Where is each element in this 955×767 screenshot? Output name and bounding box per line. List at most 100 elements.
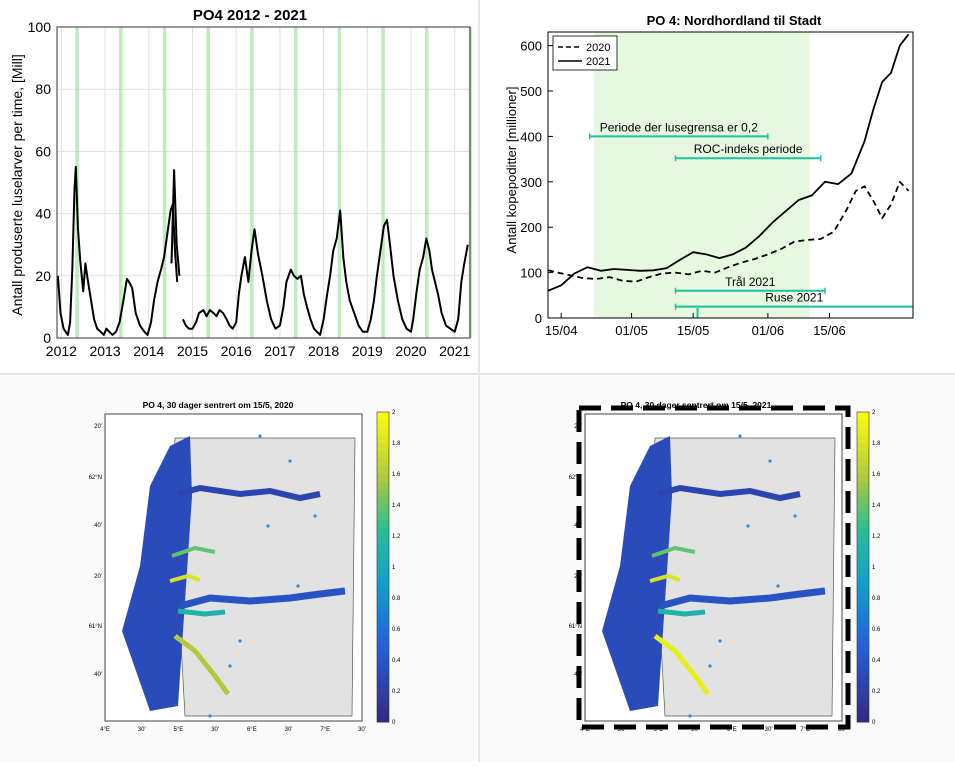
station-dot: [746, 524, 750, 528]
colorbar-segment: [377, 613, 389, 622]
plot-frame: [547, 31, 914, 319]
colorbar-segment: [377, 667, 389, 676]
colorbar-segment: [857, 458, 869, 467]
fjord-sogne-mouth: [177, 608, 226, 617]
lat-label: 61°N: [89, 624, 102, 630]
lat-label: 61°N: [569, 624, 582, 630]
y-axis-label: Antall kopepoditter [millioner]: [504, 87, 519, 254]
y-tick-label: 100: [520, 266, 542, 281]
lat-label: 40': [574, 672, 582, 678]
lon-label: 7°E: [800, 727, 810, 733]
colorbar-segment: [377, 512, 389, 521]
y-tick-label: 60: [35, 143, 51, 159]
colorbar-segment: [857, 629, 869, 638]
colorbar-segment: [377, 598, 389, 607]
colorbar-segment: [857, 598, 869, 607]
panel-divider-horizontal: [0, 373, 955, 375]
colorbar-segment: [377, 660, 389, 669]
colorbar-tick-label: 0.6: [872, 627, 881, 633]
colorbar-segment: [377, 551, 389, 560]
colorbar-tick-label: 0.8: [392, 596, 401, 602]
colorbar-segment: [377, 520, 389, 529]
series-line-PO4b: [170, 169, 181, 276]
station-dot: [288, 459, 292, 463]
colorbar-segment: [377, 427, 389, 436]
lat-label: 40': [574, 523, 582, 529]
x-tick-label: 01/05: [615, 323, 648, 338]
colorbar-segment: [377, 412, 389, 421]
fjord-yellow: [649, 573, 681, 583]
colorbar-segment: [857, 419, 869, 428]
colorbar-tick-label: 0.6: [392, 627, 401, 633]
colorbar-tick-label: 0.4: [392, 658, 401, 664]
colorbar-segment: [377, 644, 389, 653]
y-axis-label: Antall produserte luselarver per time, […: [9, 54, 25, 315]
x-tick-label: 15/06: [813, 323, 846, 338]
colorbar-tick-label: 0.4: [872, 658, 881, 664]
colorbar-segment: [377, 636, 389, 645]
lon-label: 4°E: [100, 727, 110, 733]
station-dot: [688, 714, 692, 718]
colorbar-segment: [377, 528, 389, 537]
fjord-sogne-mouth: [657, 608, 706, 617]
green-period-band: [293, 27, 298, 338]
colorbar-segment: [857, 412, 869, 421]
x-tick-label: 2016: [221, 343, 252, 359]
fjord-sogne: [179, 587, 346, 610]
colorbar-segment: [857, 497, 869, 506]
series-line-PO4c: [181, 209, 469, 336]
colorbar-segment: [857, 714, 869, 723]
colorbar-tick-label: 2: [392, 410, 396, 416]
chart-nordhordland-svg: PO 4: Nordhordland til Stadt Antall kope…: [504, 13, 914, 338]
x-tick-label: 2021: [439, 343, 470, 359]
colorbar-segment: [377, 629, 389, 638]
colorbar-segment: [377, 450, 389, 459]
green-period-band: [119, 27, 123, 338]
colorbar-segment: [857, 590, 869, 599]
station-dot: [208, 714, 212, 718]
fjord-mid: [171, 545, 216, 558]
green-period-band: [424, 27, 429, 338]
colorbar-segment: [857, 543, 869, 552]
x-tick-label: 2019: [352, 343, 383, 359]
lon-label: 30': [285, 727, 293, 733]
map-panel-2020: PO 4, 30 dager sentrert om 15/5, 2020 20…: [0, 376, 477, 762]
x-tick-label: 2012: [46, 343, 77, 359]
map-2021-svg: PO 4, 30 dager sentrert om 15/5, 2021 20…: [569, 400, 881, 733]
y-tick-label: 300: [520, 175, 542, 190]
x-tick-label: 2015: [177, 343, 208, 359]
lat-label: 62°N: [89, 475, 102, 481]
colorbar-segment: [377, 419, 389, 428]
colorbar-segment: [377, 458, 389, 467]
coastal-sea-area: [122, 436, 192, 711]
green-period-band: [162, 27, 167, 338]
colorbar-segment: [857, 660, 869, 669]
x-tick-label: 2014: [133, 343, 164, 359]
colorbar-segment: [377, 543, 389, 552]
colorbar-segment: [857, 706, 869, 715]
colorbar-segment: [857, 636, 869, 645]
colorbar-segment: [857, 466, 869, 475]
colorbar-segment: [857, 574, 869, 583]
colorbar-segment: [857, 443, 869, 452]
colorbar-segment: [857, 559, 869, 568]
green-period-band: [381, 27, 385, 338]
map-2020-svg: PO 4, 30 dager sentrert om 15/5, 2020 20…: [89, 400, 401, 733]
colorbar-segment: [377, 466, 389, 475]
land-area: [171, 437, 356, 717]
colorbar-segment: [377, 567, 389, 576]
colorbar-segment: [377, 652, 389, 661]
station-dot: [718, 639, 722, 643]
colorbar-tick-label: 1.6: [392, 472, 401, 478]
colorbar-segment: [377, 675, 389, 684]
green-period-band: [206, 27, 210, 338]
colorbar-segment: [377, 706, 389, 715]
series-line-2021: [547, 33, 910, 292]
y-tick-label: 0: [43, 330, 51, 346]
chart-po4-2012-2021: PO4 2012 - 2021 Antall produserte lusela…: [0, 0, 477, 372]
station-dot: [738, 434, 742, 438]
lat-label: 62°N: [569, 475, 582, 481]
series-line-2020: [547, 180, 910, 283]
fjord-sogne: [659, 587, 826, 610]
colorbar-tick-label: 1.4: [392, 503, 401, 509]
